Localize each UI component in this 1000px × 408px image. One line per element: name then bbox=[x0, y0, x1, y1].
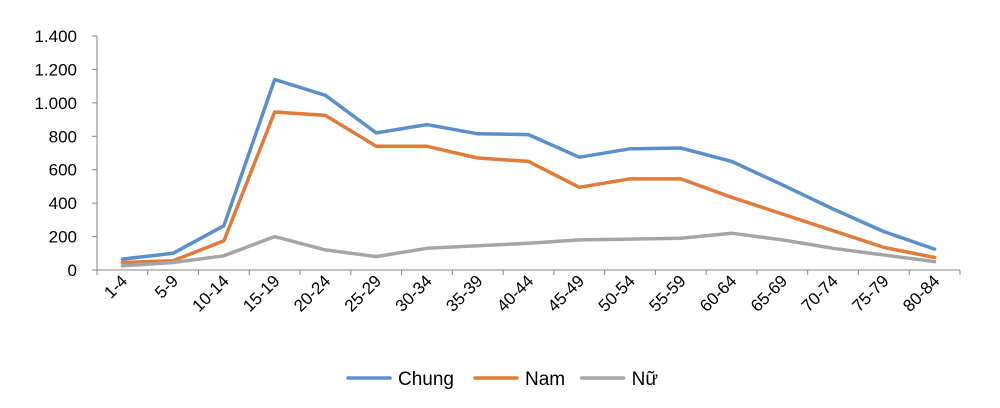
x-axis: 1-4 5-9 10-14 15-19 20-24 25-29 30-34 35-39 40-4… bbox=[96, 269, 961, 316]
legend-item-0: Chung bbox=[346, 369, 454, 390]
legend: Chung Nam Nữ bbox=[346, 369, 659, 390]
x-tick-label: 40-44 bbox=[493, 271, 537, 315]
x-tick-label: 65-69 bbox=[747, 271, 791, 315]
y-tick-label: 400 bbox=[49, 194, 77, 213]
legend-label: Chung bbox=[398, 369, 454, 390]
y-tick-label: 800 bbox=[49, 127, 77, 146]
legend-item-1: Nam bbox=[473, 369, 565, 390]
series-line-1 bbox=[120, 110, 937, 265]
series-line-0 bbox=[120, 77, 937, 261]
x-tick-label: 50-54 bbox=[595, 271, 639, 315]
x-tick-label: 1-4 bbox=[100, 271, 131, 302]
x-tick-label: 5-9 bbox=[151, 271, 182, 302]
y-axis: 0 200 400 600 800 1.000 1.200 1.400 bbox=[34, 27, 98, 280]
y-tick-label: 1.200 bbox=[34, 60, 77, 79]
x-tick-label: 60-64 bbox=[696, 271, 740, 315]
y-tick-label: 200 bbox=[49, 228, 77, 247]
x-tick-label: 25-29 bbox=[341, 271, 385, 315]
x-tick-label: 30-34 bbox=[392, 271, 436, 315]
x-tick-label: 35-39 bbox=[442, 271, 486, 315]
x-tick-label: 55-59 bbox=[645, 271, 689, 315]
y-tick-label: 600 bbox=[49, 161, 77, 180]
x-tick-label: 75-79 bbox=[848, 271, 892, 315]
legend-label: Nữ bbox=[632, 369, 659, 390]
x-tick-label: 45-49 bbox=[544, 271, 588, 315]
x-tick-label: 80-84 bbox=[899, 271, 943, 315]
x-tick-label: 15-19 bbox=[239, 271, 283, 315]
legend-label: Nam bbox=[525, 369, 565, 390]
series-line-2 bbox=[120, 231, 937, 268]
x-tick-label: 20-24 bbox=[290, 271, 334, 315]
legend-item-2: Nữ bbox=[579, 369, 659, 390]
series-lines bbox=[120, 77, 937, 268]
y-tick-label: 0 bbox=[68, 261, 77, 280]
x-tick-label: 10-14 bbox=[189, 271, 233, 315]
y-tick-label: 1.000 bbox=[34, 94, 77, 113]
y-tick-label: 1.400 bbox=[34, 27, 77, 46]
x-tick-label: 70-74 bbox=[798, 271, 842, 315]
